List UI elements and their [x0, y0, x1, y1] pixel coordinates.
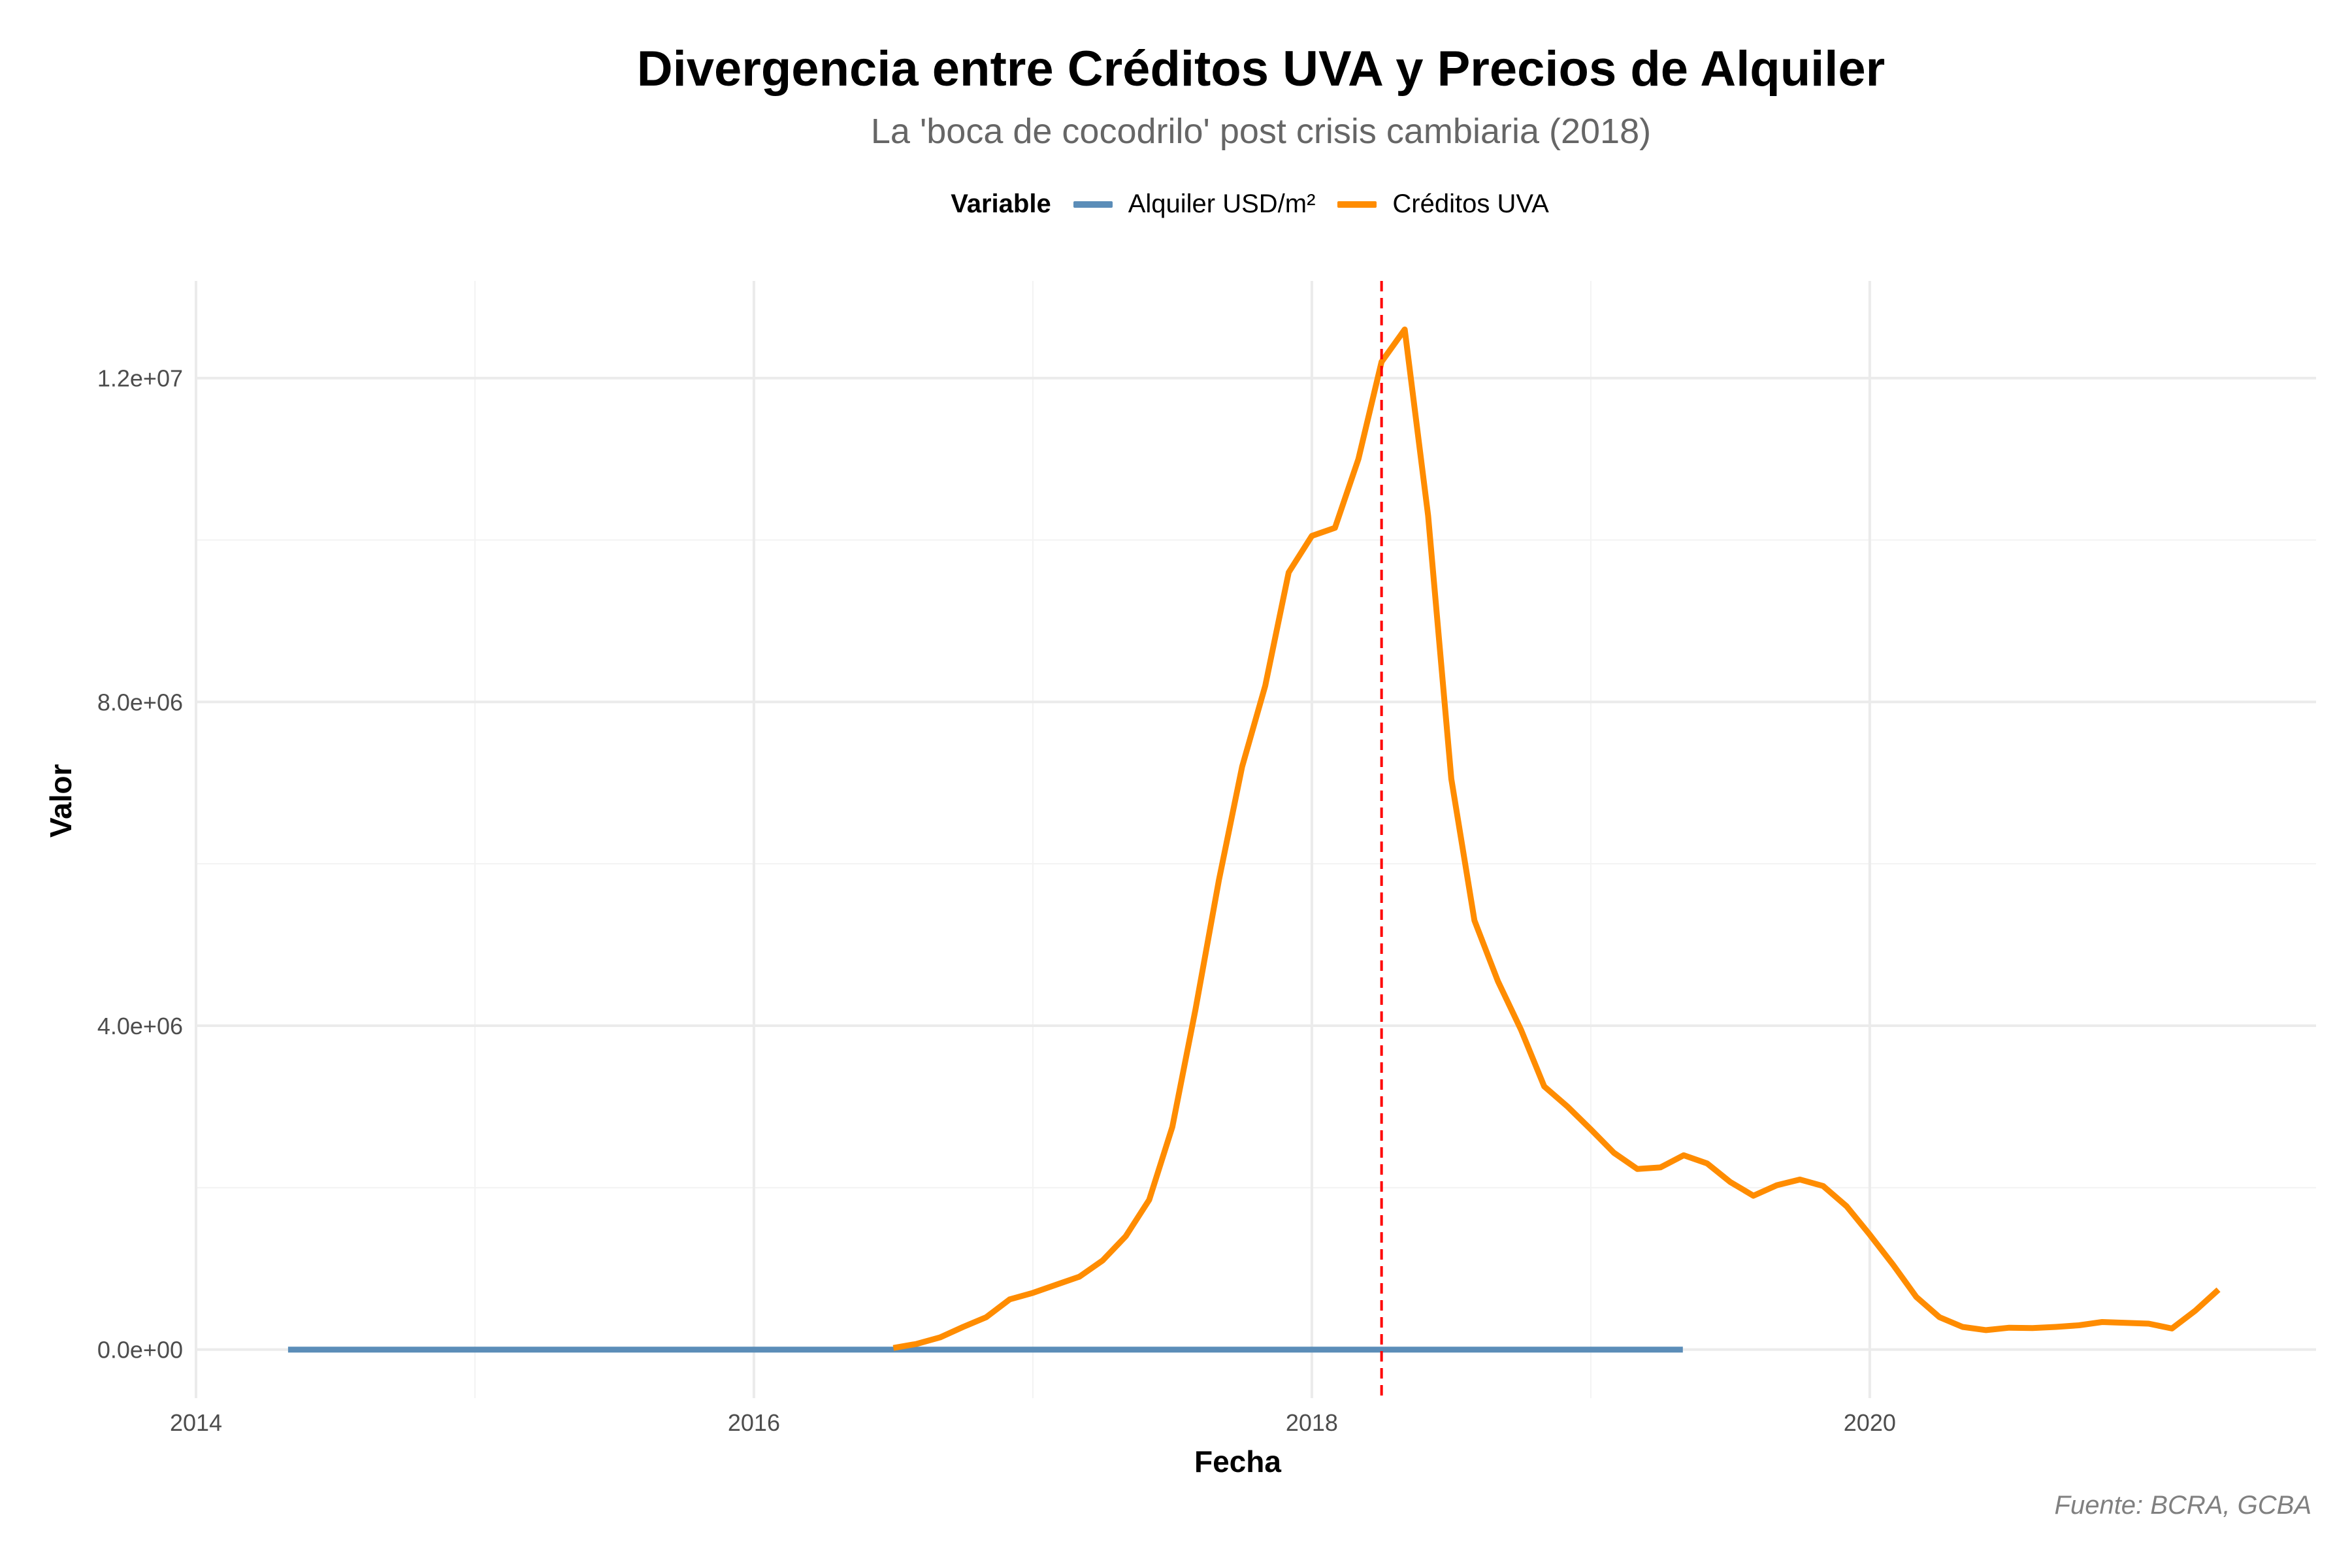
series-line-creditos: [892, 326, 2221, 1351]
chart-subtitle: La 'boca de cocodrilo' post crisis cambi…: [870, 112, 1652, 151]
y-tick-label: 4.0e+06: [97, 1013, 183, 1039]
legend-swatch-alquiler: [1073, 201, 1113, 208]
legend-label-creditos: Créditos UVA: [1392, 189, 1549, 218]
caption: Fuente: BCRA, GCBA: [2054, 1491, 2311, 1520]
legend-item-creditos: Créditos UVA: [1337, 189, 1549, 219]
x-tick-label: 2020: [1844, 1409, 1896, 1436]
x-axis-label: Fecha: [1194, 1445, 1281, 1478]
x-tick-label: 2014: [170, 1409, 222, 1436]
legend-label-alquiler: Alquiler USD/m²: [1128, 189, 1316, 218]
y-tick-label: 1.2e+07: [97, 365, 183, 392]
legend-swatch-creditos: [1337, 201, 1377, 208]
legend-title: Variable: [951, 189, 1051, 218]
x-tick-label: 2018: [1286, 1409, 1338, 1436]
y-tick-label: 0.0e+00: [97, 1337, 183, 1364]
legend: Variable Alquiler USD/m² Créditos UVA: [0, 189, 2352, 219]
y-axis-label: Valor: [44, 764, 78, 838]
y-tick-label: 8.0e+06: [97, 689, 183, 715]
legend-item-alquiler: Alquiler USD/m²: [1073, 189, 1316, 219]
x-tick-label: 2016: [728, 1409, 780, 1436]
chart-title: Divergencia entre Créditos UVA y Precios…: [636, 41, 1886, 97]
